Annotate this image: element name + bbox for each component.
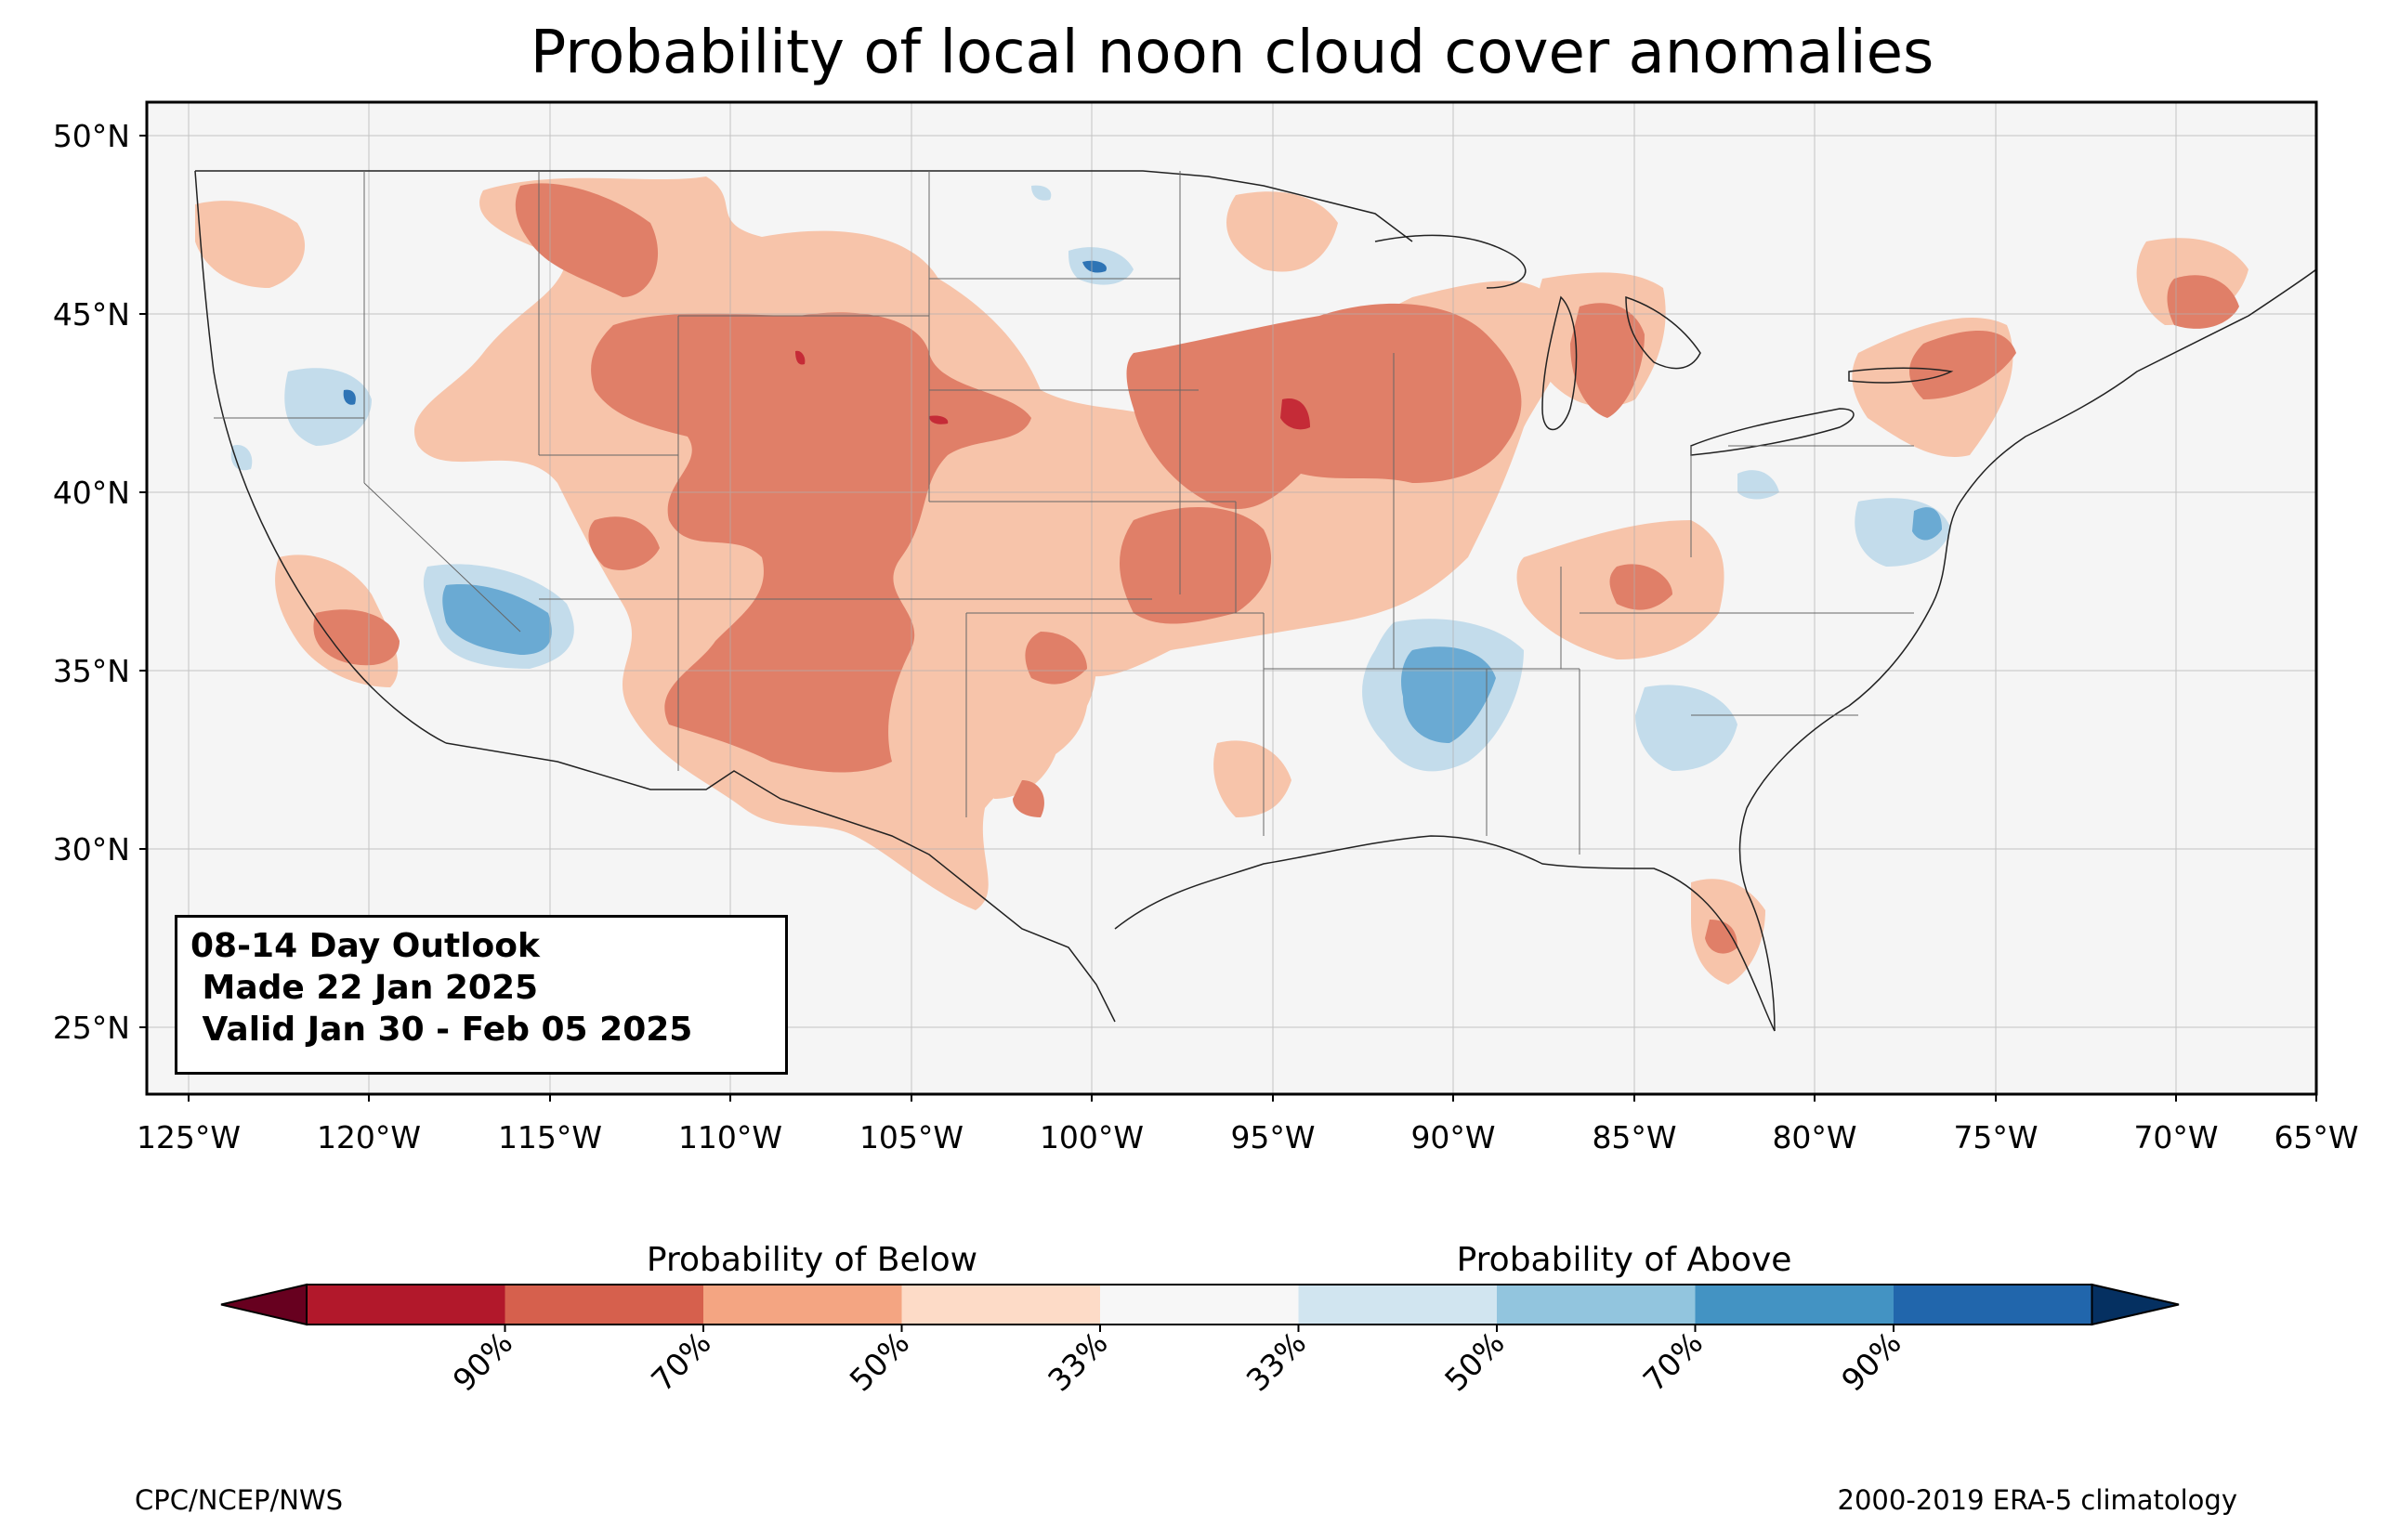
colorbar-segment [1298,1285,1498,1325]
colorbar-segment [901,1285,1101,1325]
latitude-axis: 50°N 45°N 40°N 35°N 30°N 25°N [53,118,147,1046]
lon-tick-label: 80°W [1772,1119,1856,1155]
lon-tick-label: 95°W [1230,1119,1315,1155]
colorbar-above-label: Probability of Above [1457,1241,1792,1279]
colorbar-ticks: 90% 70% 50% 33% 33% 50% 70% 90% [446,1325,1908,1399]
colorbar-tick-label: 70% [644,1325,717,1398]
lon-tick-label: 90°W [1410,1119,1495,1155]
lon-tick-label: 125°W [137,1119,241,1155]
colorbar-below-label: Probability of Below [647,1241,977,1279]
map-frame [145,100,2318,1096]
colorbar-segment [1100,1285,1299,1325]
lon-tick-label: 120°W [317,1119,421,1155]
colorbar-tick-label: 70% [1636,1325,1710,1398]
lon-tick-label: 85°W [1592,1119,1676,1155]
coastlines-and-borders [194,170,2316,1032]
colorbar-tick-label: 90% [1834,1325,1907,1398]
lat-tick-label: 40°N [53,475,130,511]
colorbar-segments [220,1283,2180,1326]
lon-tick-label: 70°W [2133,1119,2218,1155]
colorbar-tick-label: 33% [1041,1325,1114,1398]
state-borders [214,171,1914,855]
lon-tick-label: 110°W [678,1119,782,1155]
colorbar-segment [1497,1285,1696,1325]
lon-tick-label: 115°W [498,1119,602,1155]
colorbar-tick-label: 90% [446,1325,519,1398]
footer-climatology: 2000-2019 ERA-5 climatology [1838,1484,2237,1516]
outlook-line-2: Made 22 Jan 2025 [190,969,539,1007]
outlook-line-1: 08-14 Day Outlook [190,927,540,965]
colorbar-frame [306,1284,2093,1325]
lon-tick-label: 75°W [1953,1119,2038,1155]
lon-tick-label: 100°W [1040,1119,1144,1155]
colorbar-segment [1894,1285,2092,1325]
colorbar-segment [505,1285,704,1325]
colorbar-tick-label: 33% [1239,1325,1313,1398]
colorbar-extend-low [220,1283,308,1326]
colorbar: Probability of Below Probability of Abov… [220,1241,2180,1399]
longitude-axis: 125°W 120°W 115°W 110°W 105°W 100°W 95°W… [137,1094,2359,1155]
map-title: Probability of local noon cloud cover an… [531,19,1934,87]
graticule [147,102,2316,1094]
lat-tick-label: 35°N [53,653,130,689]
above-70-regions [343,260,1107,405]
outlook-info-box: 08-14 Day Outlook Made 22 Jan 2025 Valid… [175,915,788,1075]
lat-tick-label: 50°N [53,118,130,154]
colorbar-segment [703,1285,902,1325]
footer-source: CPC/NCEP/NWS [135,1484,343,1516]
outlook-line-3: Valid Jan 30 - Feb 05 2025 [190,1011,693,1049]
colorbar-segment [307,1285,505,1325]
colorbar-extend-high [2091,1283,2180,1326]
lat-tick-label: 25°N [53,1010,130,1046]
colorbar-segment [1695,1285,1894,1325]
below-70-regions [795,350,1310,430]
lon-tick-label: 65°W [2274,1119,2358,1155]
lon-tick-label: 105°W [859,1119,964,1155]
lat-tick-label: 45°N [53,296,130,333]
lat-tick-label: 30°N [53,831,130,868]
colorbar-tick-label: 50% [1437,1325,1511,1398]
colorbar-tick-label: 50% [843,1325,916,1398]
